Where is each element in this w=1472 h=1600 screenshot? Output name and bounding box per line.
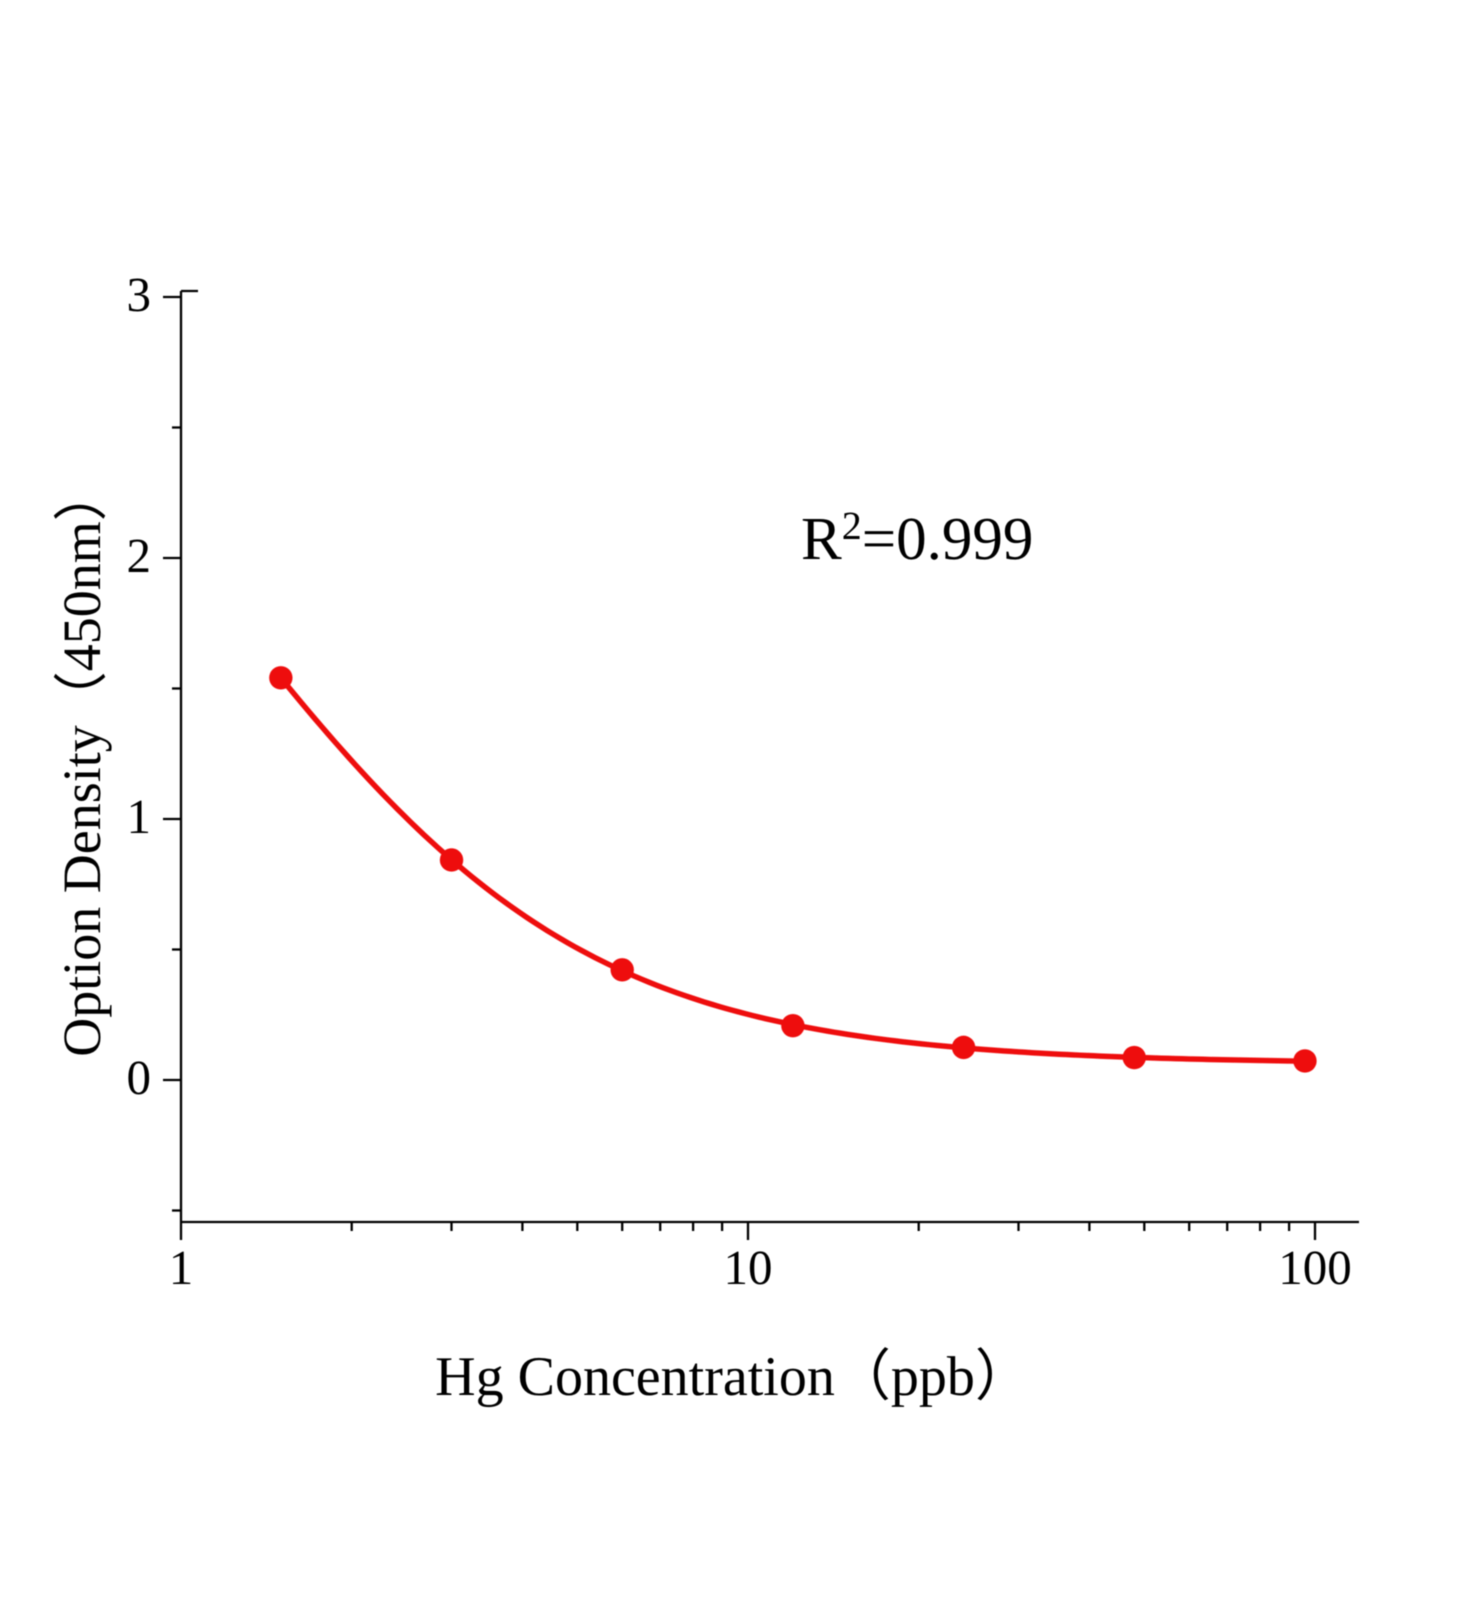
svg-text:10: 10	[724, 1240, 773, 1295]
svg-text:100: 100	[1278, 1240, 1352, 1295]
svg-text:3: 3	[127, 267, 152, 322]
svg-text:2: 2	[127, 528, 152, 583]
svg-text:Option Density（450nm）: Option Density（450nm）	[52, 467, 112, 1057]
svg-text:1: 1	[127, 789, 152, 844]
svg-text:1: 1	[169, 1240, 194, 1295]
svg-text:R2=0.999: R2=0.999	[801, 503, 1033, 573]
svg-text:Hg Concentration（ppb）: Hg Concentration（ppb）	[435, 1346, 1031, 1408]
svg-text:0: 0	[127, 1050, 152, 1105]
